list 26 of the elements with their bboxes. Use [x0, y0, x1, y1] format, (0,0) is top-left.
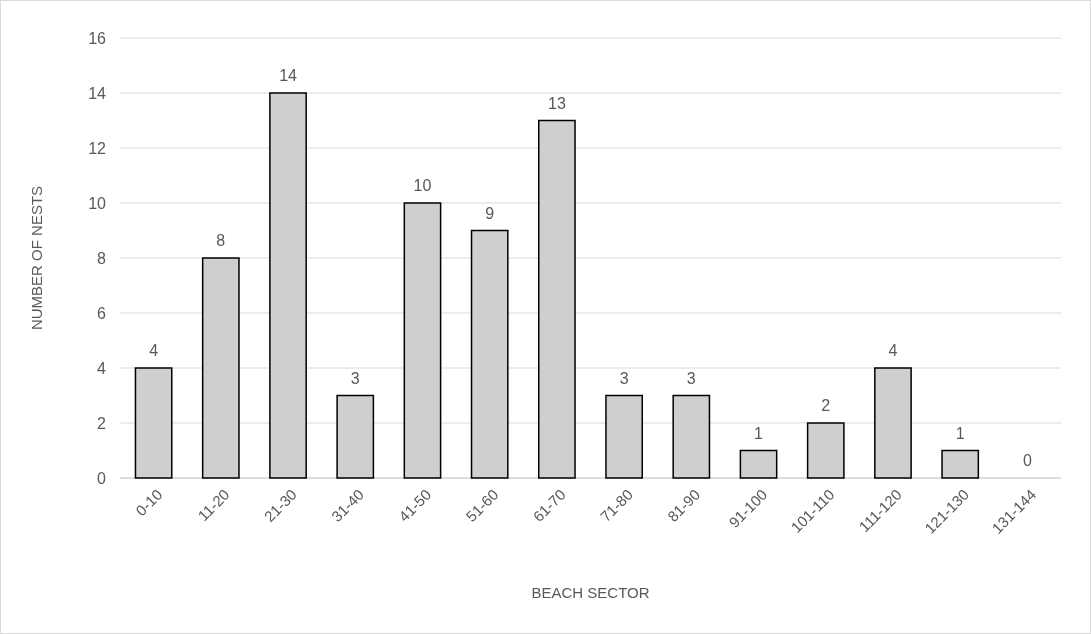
x-tick-label: 0-10: [132, 485, 166, 520]
data-label: 13: [547, 94, 566, 112]
data-label: 2: [821, 397, 831, 414]
data-label: 0: [1022, 452, 1032, 469]
y-tick-label: 4: [97, 359, 107, 377]
data-label: 9: [485, 204, 495, 222]
data-label: 3: [350, 369, 360, 387]
y-tick-label: 6: [97, 304, 107, 322]
y-tick-label: 12: [88, 139, 107, 157]
y-tick-label: 0: [97, 469, 107, 487]
y-tick-label: 10: [88, 194, 107, 212]
y-axis-title: NUMBER OF NESTS: [28, 185, 45, 331]
data-label: 4: [888, 342, 898, 359]
data-label: 4: [149, 342, 159, 359]
data-label: 8: [216, 232, 226, 249]
data-label: 1: [754, 424, 764, 442]
y-tick-label: 16: [88, 29, 107, 47]
data-label: 10: [413, 177, 432, 194]
data-label: 3: [619, 369, 629, 387]
data-label: 3: [686, 369, 696, 387]
y-tick-label: 8: [97, 249, 107, 267]
x-axis-title: BEACH SECTOR: [531, 584, 650, 601]
data-label: 14: [279, 67, 298, 84]
y-tick-label: 14: [88, 84, 107, 102]
y-tick-label: 2: [97, 414, 107, 432]
data-label: 1: [955, 424, 965, 442]
